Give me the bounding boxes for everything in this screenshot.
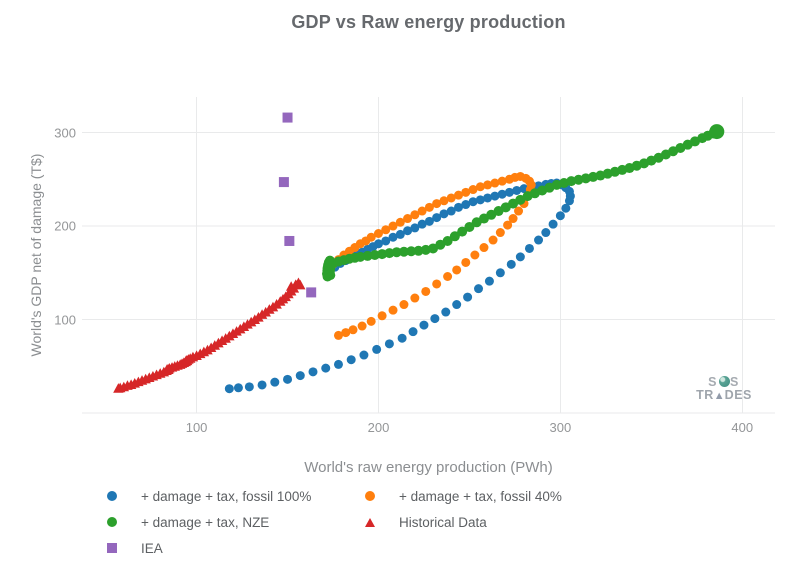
triangle-letter-icon: ▲ bbox=[713, 390, 725, 402]
legend-item-4[interactable]: Historical Data bbox=[356, 512, 487, 532]
y-axis-tick-label: 200 bbox=[54, 218, 76, 234]
x-axis-tick-label: 200 bbox=[367, 420, 390, 435]
legend-item-1[interactable]: + damage + tax, fossil 100% bbox=[98, 486, 311, 506]
series-3-points[interactable] bbox=[322, 124, 725, 282]
legend-label: Historical Data bbox=[399, 514, 487, 530]
series-4-points[interactable] bbox=[113, 277, 306, 393]
x-axis-tick-label: 300 bbox=[549, 420, 572, 435]
circle-marker-icon bbox=[356, 491, 384, 501]
legend-item-3[interactable]: + damage + tax, NZE bbox=[98, 512, 269, 532]
square-marker-icon bbox=[98, 543, 126, 553]
circle-marker-icon bbox=[98, 517, 126, 527]
triangle-up-marker-icon bbox=[356, 517, 384, 527]
x-axis-tick-label: 100 bbox=[185, 420, 208, 435]
x-axis-title: World's raw energy production (PWh) bbox=[304, 459, 553, 476]
legend-item-2[interactable]: + damage + tax, fossil 40% bbox=[356, 486, 562, 506]
legend-label: + damage + tax, fossil 40% bbox=[399, 488, 562, 504]
chart-title: GDP vs Raw energy production bbox=[291, 12, 566, 32]
x-axis-tick-label: 400 bbox=[731, 420, 754, 435]
y-axis-tick-label: 300 bbox=[54, 125, 76, 141]
y-axis-title: World's GDP net of damage (T$) bbox=[28, 153, 44, 357]
circle-marker-icon bbox=[98, 491, 126, 501]
legend-item-5[interactable]: IEA bbox=[98, 538, 163, 558]
y-axis-tick-label: 100 bbox=[54, 312, 76, 327]
legend-label: IEA bbox=[141, 540, 163, 556]
globe-icon bbox=[718, 376, 730, 387]
legend-label: + damage + tax, NZE bbox=[141, 514, 270, 530]
series-5-points[interactable] bbox=[278, 112, 317, 298]
series-2-points[interactable] bbox=[323, 171, 536, 340]
legend-label: + damage + tax, fossil 100% bbox=[141, 488, 312, 504]
gridlines bbox=[82, 97, 775, 414]
watermark-line2: TR▲DES bbox=[696, 388, 752, 403]
